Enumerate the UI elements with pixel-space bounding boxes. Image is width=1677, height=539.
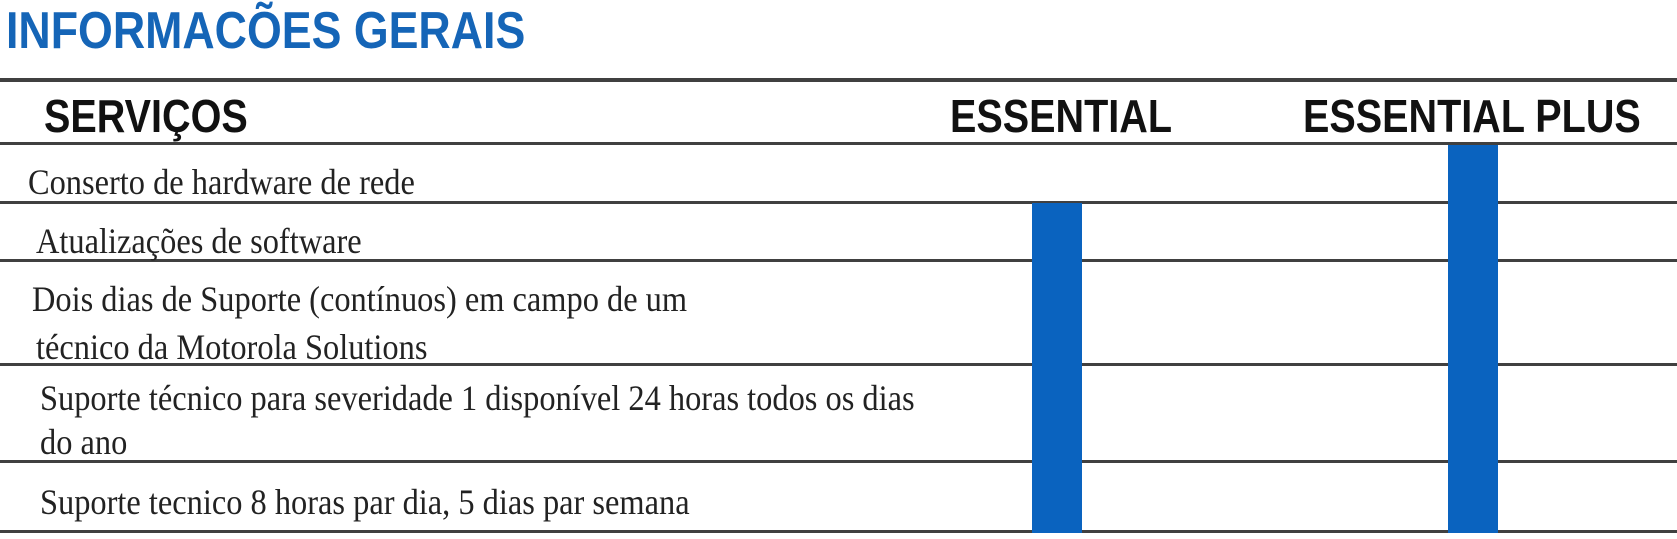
column-header-essential: ESSENTIAL — [950, 90, 1173, 142]
service-name: Suporte tecnico 8 horas par dia, 5 dias … — [40, 482, 690, 522]
service-name: Conserto de hardware de rede — [28, 162, 415, 202]
table-bottom-rule — [0, 530, 1677, 533]
column-header-services: SERVIÇOS — [44, 90, 248, 142]
service-name-continued: técnico da Motorola Solutions — [36, 327, 428, 367]
row-divider — [0, 259, 1677, 262]
essential-availability-bar — [1032, 203, 1082, 533]
row-divider — [0, 363, 1677, 366]
header-top-rule — [0, 78, 1677, 82]
service-name-continued: do ano — [40, 422, 128, 462]
service-name: Dois dias de Suporte (contínuos) em camp… — [32, 279, 688, 319]
row-divider — [0, 460, 1677, 463]
page-title: INFORMACÕES GERAIS — [6, 2, 526, 60]
row-divider — [0, 201, 1677, 204]
service-name: Suporte técnico para severidade 1 dispon… — [40, 378, 915, 418]
essential-plus-availability-bar — [1448, 145, 1498, 533]
service-name: Atualizações de software — [36, 221, 362, 261]
column-header-essential-plus: ESSENTIAL PLUS — [1303, 90, 1641, 142]
header-bottom-rule — [0, 142, 1677, 145]
